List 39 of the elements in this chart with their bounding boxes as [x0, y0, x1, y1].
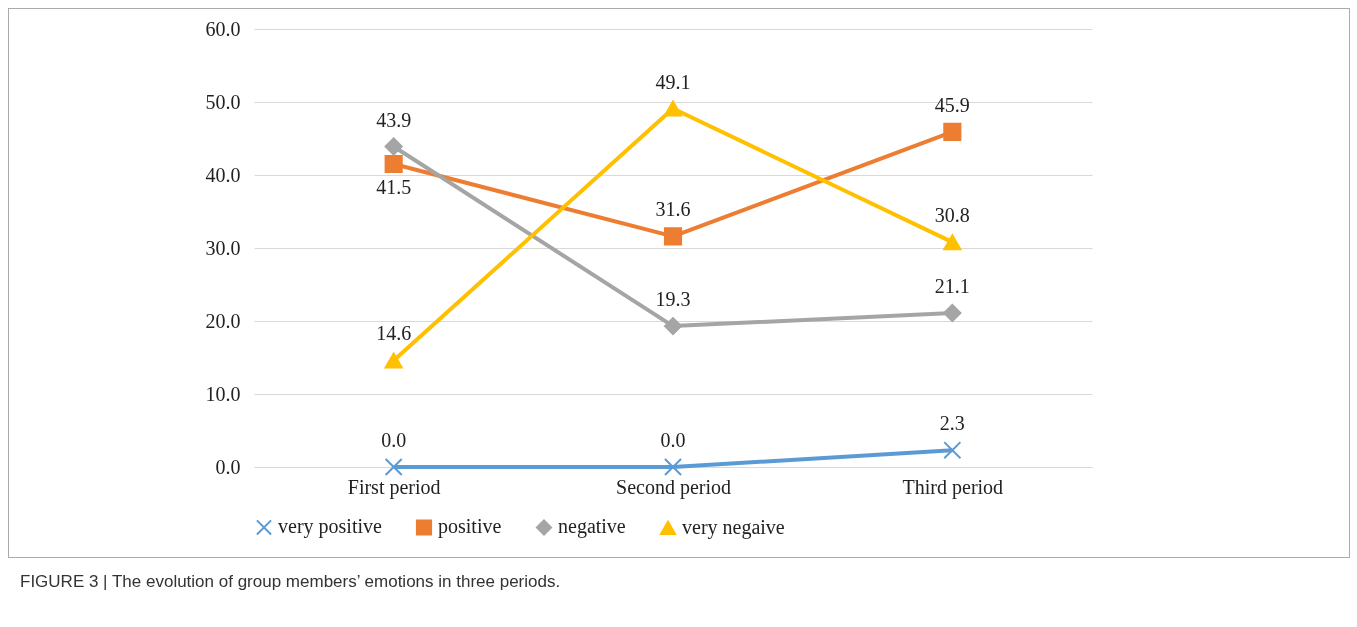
data-label: 19.3 — [655, 288, 691, 311]
data-label: 0.0 — [660, 429, 686, 451]
data-label: 49.1 — [655, 70, 691, 93]
point — [384, 154, 403, 174]
y-tick-label: 20.0 — [205, 309, 241, 332]
x-tick-label: Second period — [616, 475, 731, 499]
point — [384, 457, 403, 477]
x-tick-label: Third period — [902, 475, 1004, 499]
data-label: 31.6 — [655, 198, 691, 221]
y-tick-label: 60.0 — [205, 17, 241, 40]
point — [384, 352, 403, 369]
data-label: 30.8 — [934, 204, 970, 227]
point — [943, 303, 962, 323]
data-label: 2.3 — [939, 412, 965, 435]
point — [384, 137, 403, 156]
legend-label: positive — [438, 515, 502, 539]
legend-label: very positive — [278, 515, 382, 539]
data-label: 21.1 — [934, 274, 970, 297]
point — [943, 441, 962, 460]
y-tick-label: 50.0 — [205, 90, 241, 113]
point — [663, 317, 683, 336]
data-label: 14.6 — [376, 322, 412, 345]
legend-label: very negaive — [682, 515, 785, 539]
y-tick-label: 40.0 — [205, 163, 241, 186]
y-tick-label: 0.0 — [215, 455, 241, 478]
point — [943, 234, 962, 251]
point — [663, 100, 683, 117]
point — [663, 227, 683, 246]
y-tick-label: 30.0 — [205, 236, 241, 259]
caption: FIGURE 3 | The evolution of group members’ emotions in three periods. — [20, 572, 561, 592]
point — [943, 122, 962, 141]
data-label: 43.9 — [376, 108, 412, 131]
point — [663, 457, 683, 477]
legend-label: negative — [558, 515, 626, 539]
y-tick-label: 10.0 — [205, 382, 241, 405]
data-label: 0.0 — [381, 429, 407, 451]
data-label: 45.9 — [934, 93, 970, 116]
data-label: 41.5 — [376, 176, 412, 199]
x-tick-label: First period — [347, 475, 441, 499]
